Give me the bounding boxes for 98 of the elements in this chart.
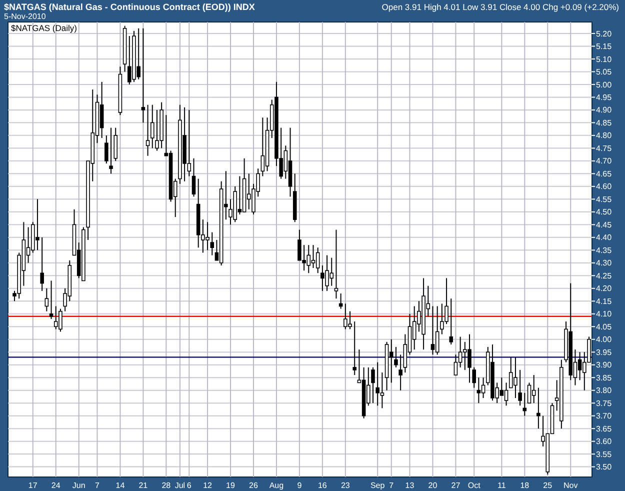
candlestick — [352, 321, 356, 376]
candlestick — [141, 28, 146, 124]
x-tick-label: 11 — [498, 481, 506, 490]
candlestick — [260, 117, 265, 177]
y-tick-label: 3.70 — [596, 412, 612, 421]
x-tick-label: 26 — [249, 481, 258, 490]
y-tick-label: 4.35 — [596, 246, 612, 255]
candlestick — [398, 354, 402, 391]
candlestick — [481, 377, 486, 398]
candlestick — [210, 232, 214, 256]
y-tick-label: 5.05 — [596, 68, 612, 77]
y-tick-label: 5.10 — [596, 54, 612, 64]
candlestick — [316, 247, 320, 274]
x-tick-label: 9 — [297, 481, 302, 490]
candlestick — [536, 387, 540, 430]
y-tick-label: 4.45 — [596, 220, 612, 230]
y-tick-label: 4.05 — [596, 322, 612, 332]
y-tick-label: 4.55 — [596, 194, 612, 204]
candlestick — [476, 377, 481, 404]
candlestick — [44, 288, 49, 312]
x-tick-label: 16 — [318, 481, 328, 490]
candlestick — [454, 354, 458, 376]
y-tick-label: 3.55 — [596, 450, 612, 459]
candlestick — [109, 127, 113, 174]
chart-title: $NATGAS (Natural Gas - Continuous Contract (EOD)) INDX — [4, 2, 255, 12]
x-tick-label: 7 — [389, 481, 394, 490]
candlestick — [114, 127, 118, 162]
x-tick-label: 18 — [520, 481, 530, 490]
candlestick — [527, 382, 532, 404]
x-tick-label: Nov — [564, 481, 578, 490]
y-tick-label: 4.00 — [596, 335, 612, 344]
annotation: $NATGAS (Daily) — [11, 23, 78, 33]
y-tick-label: 4.40 — [596, 233, 612, 242]
y-tick-label: 4.50 — [596, 208, 612, 217]
candlestick — [389, 338, 394, 384]
candlestick — [518, 369, 522, 406]
x-tick-label: 17 — [28, 481, 38, 490]
y-tick-label: 4.90 — [596, 106, 612, 115]
x-tick-label: 28 — [162, 481, 172, 490]
y-tick-label: 3.85 — [596, 373, 612, 382]
candlestick — [371, 366, 375, 404]
x-tick-label: Sep — [370, 481, 386, 490]
candlestick — [311, 244, 316, 268]
x-tick-label: 20 — [428, 481, 438, 490]
x-tick-label: 13 — [405, 481, 415, 490]
y-tick-label: 5.20 — [596, 29, 612, 38]
candlestick — [449, 298, 454, 345]
y-tick-label: 4.15 — [596, 296, 612, 306]
candlestick — [40, 236, 44, 292]
candlestick — [150, 104, 154, 149]
y-tick-label: 4.85 — [596, 118, 612, 128]
y-tick-label: 3.75 — [596, 398, 612, 408]
candlestick — [146, 104, 150, 156]
x-tick-label: 23 — [340, 481, 350, 490]
y-tick-label: 3.65 — [596, 424, 612, 434]
candlestick — [532, 374, 536, 404]
y-tick-label: 4.70 — [596, 156, 612, 166]
y-tick-label: 4.80 — [596, 131, 612, 140]
y-tick-label: 5.00 — [596, 80, 612, 90]
candlestick — [100, 81, 104, 138]
candlestick — [430, 306, 435, 356]
y-tick-label: 4.65 — [596, 169, 612, 178]
y-tick-label: 4.30 — [596, 258, 612, 268]
x-tick-label: Oct — [468, 481, 482, 490]
candlestick — [192, 158, 196, 198]
y-tick-label: 4.75 — [596, 144, 612, 153]
candlestick — [472, 366, 476, 388]
candlestick — [435, 306, 440, 356]
x-tick-label: 19 — [226, 481, 236, 490]
x-tick-label: 25 — [543, 481, 553, 490]
chart-subtitle: 5-Nov-2010 — [4, 12, 46, 21]
x-tick-label: 24 — [51, 481, 61, 490]
y-tick-label: 4.60 — [596, 182, 612, 192]
y-tick-label: 3.95 — [596, 348, 612, 357]
x-tick-label: Jun — [72, 481, 86, 490]
candlestick — [49, 280, 54, 320]
y-tick-label: 4.95 — [596, 92, 612, 102]
y-tick-label: 3.80 — [596, 386, 612, 396]
y-tick-label: 4.25 — [596, 271, 612, 280]
x-tick-label: 27 — [451, 481, 461, 490]
candlestick — [394, 346, 398, 368]
x-tick-label: Aug — [269, 481, 284, 490]
x-tick-label: 21 — [138, 481, 148, 490]
x-tick-label: Jul — [174, 481, 186, 490]
candlestick — [504, 382, 508, 406]
y-tick-label: 4.10 — [596, 310, 612, 319]
candlestick — [104, 134, 108, 164]
x-tick-label: 12 — [203, 481, 213, 490]
y-tick-label: 4.20 — [596, 284, 612, 294]
candlestick — [334, 229, 338, 300]
x-tick-label: 7 — [95, 481, 100, 490]
text: Open 3.91 High 4.01 Low 3.91 Close 4.00 Chg +0.09 (+2.20%) — [382, 2, 620, 12]
x-tick-label: 6 — [186, 481, 192, 490]
y-tick-label: 3.90 — [596, 360, 612, 370]
y-tick-label: 3.60 — [596, 437, 612, 446]
y-tick-label: 3.50 — [596, 462, 612, 472]
x-tick-label: 14 — [116, 481, 126, 490]
y-tick-label: 5.15 — [596, 42, 612, 52]
